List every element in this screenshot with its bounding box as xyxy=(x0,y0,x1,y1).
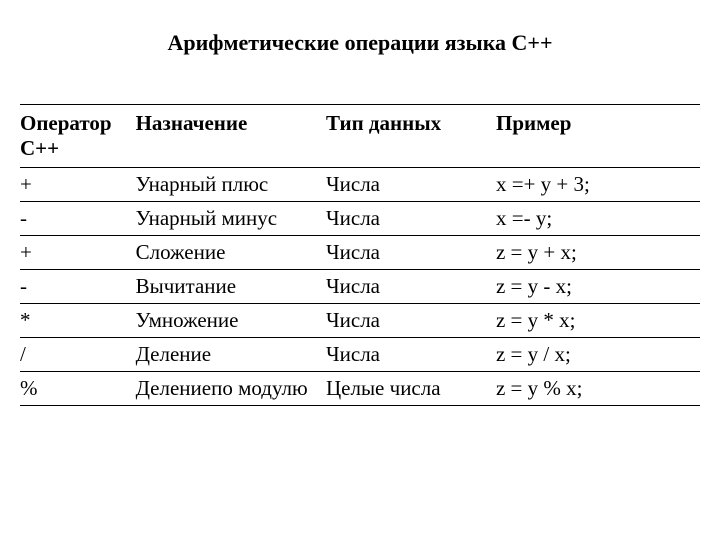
operators-table: Оператор С++ Назначение Тип данных Приме… xyxy=(20,104,700,406)
cell-operator: - xyxy=(20,270,136,304)
col-header-purpose: Назначение xyxy=(136,105,326,168)
cell-operator: + xyxy=(20,236,136,270)
cell-operator: / xyxy=(20,338,136,372)
cell-example: z = y % x; xyxy=(496,372,700,406)
cell-purpose: Сложение xyxy=(136,236,326,270)
cell-purpose: Вычитание xyxy=(136,270,326,304)
table-row: / Деление Числа z = y / x; xyxy=(20,338,700,372)
page-title: Арифметические операции языка С++ xyxy=(20,30,700,56)
table-row: - Вычитание Числа z = y - x; xyxy=(20,270,700,304)
cell-purpose: Делениепо модулю xyxy=(136,372,326,406)
cell-purpose: Унарный минус xyxy=(136,202,326,236)
cell-purpose: Унарный плюс xyxy=(136,168,326,202)
cell-operator: - xyxy=(20,202,136,236)
col-header-example: Пример xyxy=(496,105,700,168)
cell-operator: * xyxy=(20,304,136,338)
cell-type: Числа xyxy=(326,270,496,304)
cell-type: Целые числа xyxy=(326,372,496,406)
table-header-row: Оператор С++ Назначение Тип данных Приме… xyxy=(20,105,700,168)
cell-type: Числа xyxy=(326,304,496,338)
table-row: % Делениепо модулю Целые числа z = y % x… xyxy=(20,372,700,406)
table-row: - Унарный минус Числа x =- y; xyxy=(20,202,700,236)
cell-example: z = y * x; xyxy=(496,304,700,338)
cell-type: Числа xyxy=(326,236,496,270)
cell-type: Числа xyxy=(326,168,496,202)
cell-example: z = y - x; xyxy=(496,270,700,304)
cell-example: x =- y; xyxy=(496,202,700,236)
cell-operator: + xyxy=(20,168,136,202)
cell-example: z = y / x; xyxy=(496,338,700,372)
page: Арифметические операции языка С++ Операт… xyxy=(0,0,720,540)
cell-type: Числа xyxy=(326,338,496,372)
cell-operator: % xyxy=(20,372,136,406)
col-header-operator: Оператор С++ xyxy=(20,105,136,168)
table-row: + Унарный плюс Числа x =+ y + 3; xyxy=(20,168,700,202)
cell-type: Числа xyxy=(326,202,496,236)
cell-example: x =+ y + 3; xyxy=(496,168,700,202)
cell-purpose: Умножение xyxy=(136,304,326,338)
table-row: + Сложение Числа z = y + x; xyxy=(20,236,700,270)
table-row: * Умножение Числа z = y * x; xyxy=(20,304,700,338)
col-header-type: Тип данных xyxy=(326,105,496,168)
cell-example: z = y + x; xyxy=(496,236,700,270)
cell-purpose: Деление xyxy=(136,338,326,372)
